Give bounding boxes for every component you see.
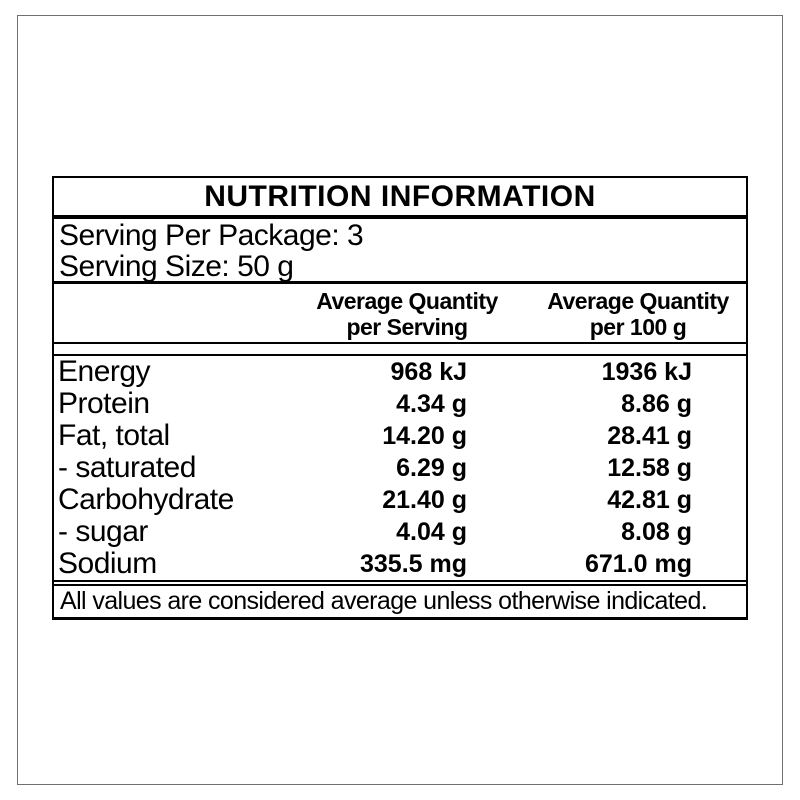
panel-title-row: NUTRITION INFORMATION — [54, 178, 746, 219]
table-row-carbohydrate: Carbohydrate 21.40 g 42.81 g — [54, 484, 746, 516]
table-row-protein: Protein 4.34 g 8.86 g — [54, 388, 746, 420]
table-row-saturated: - saturated 6.29 g 12.58 g — [54, 452, 746, 484]
table-row-fat-total: Fat, total 14.20 g 28.41 g — [54, 420, 746, 452]
value-per-serving: 968 kJ — [390, 358, 467, 386]
nutrient-name: - sugar — [58, 515, 148, 548]
header-data-divider-gap — [54, 344, 746, 354]
nutrition-information-panel: NUTRITION INFORMATION Serving Per Packag… — [52, 176, 748, 620]
value-per-100g: 8.08 g — [621, 518, 692, 546]
column-header-per-100g: Average Quantity per 100 g — [532, 288, 744, 340]
panel-title: NUTRITION INFORMATION — [204, 179, 596, 213]
nutrient-name: Fat, total — [58, 419, 170, 452]
value-per-serving: 4.04 g — [396, 518, 467, 546]
value-per-serving: 335.5 mg — [359, 550, 467, 578]
column-header-per-serving-line1: Average Quantity — [316, 288, 498, 314]
nutrient-name: Sodium — [58, 547, 157, 580]
column-header-per-serving-line2: per Serving — [346, 314, 468, 340]
column-header-per-100g-line1: Average Quantity — [547, 288, 729, 314]
serving-info-section: Serving Per Package: 3 Serving Size: 50 … — [54, 219, 746, 284]
value-per-100g: 8.86 g — [621, 390, 692, 418]
value-per-serving: 4.34 g — [396, 390, 467, 418]
column-header-row: Average Quantity per Serving Average Qua… — [54, 284, 746, 344]
value-per-100g: 28.41 g — [607, 422, 692, 450]
table-row-energy: Energy 968 kJ 1936 kJ — [54, 356, 746, 388]
table-row-sodium: Sodium 335.5 mg 671.0 mg — [54, 548, 746, 580]
value-per-100g: 12.58 g — [607, 454, 692, 482]
column-header-per-serving: Average Quantity per Serving — [297, 288, 517, 340]
serving-size: Serving Size: 50 g — [59, 250, 294, 283]
value-per-serving: 14.20 g — [382, 422, 467, 450]
table-row-sugar: - sugar 4.04 g 8.08 g — [54, 516, 746, 548]
nutrient-name: Protein — [58, 387, 150, 420]
nutrient-name: - saturated — [58, 451, 196, 484]
value-per-serving: 21.40 g — [382, 486, 467, 514]
column-header-per-100g-line2: per 100 g — [589, 314, 687, 340]
value-per-100g: 42.81 g — [607, 486, 692, 514]
footnote-row: All values are considered average unless… — [54, 584, 746, 617]
value-per-serving: 6.29 g — [396, 454, 467, 482]
footnote-text: All values are considered average unless… — [60, 587, 708, 615]
value-per-100g: 671.0 mg — [584, 550, 692, 578]
value-per-100g: 1936 kJ — [601, 358, 692, 386]
nutrient-name: Energy — [58, 355, 151, 388]
nutrient-table-body: Energy 968 kJ 1936 kJ Protein 4.34 g 8.8… — [54, 354, 746, 582]
nutrient-name: Carbohydrate — [58, 483, 234, 516]
serving-per-package: Serving Per Package: 3 — [59, 219, 364, 252]
